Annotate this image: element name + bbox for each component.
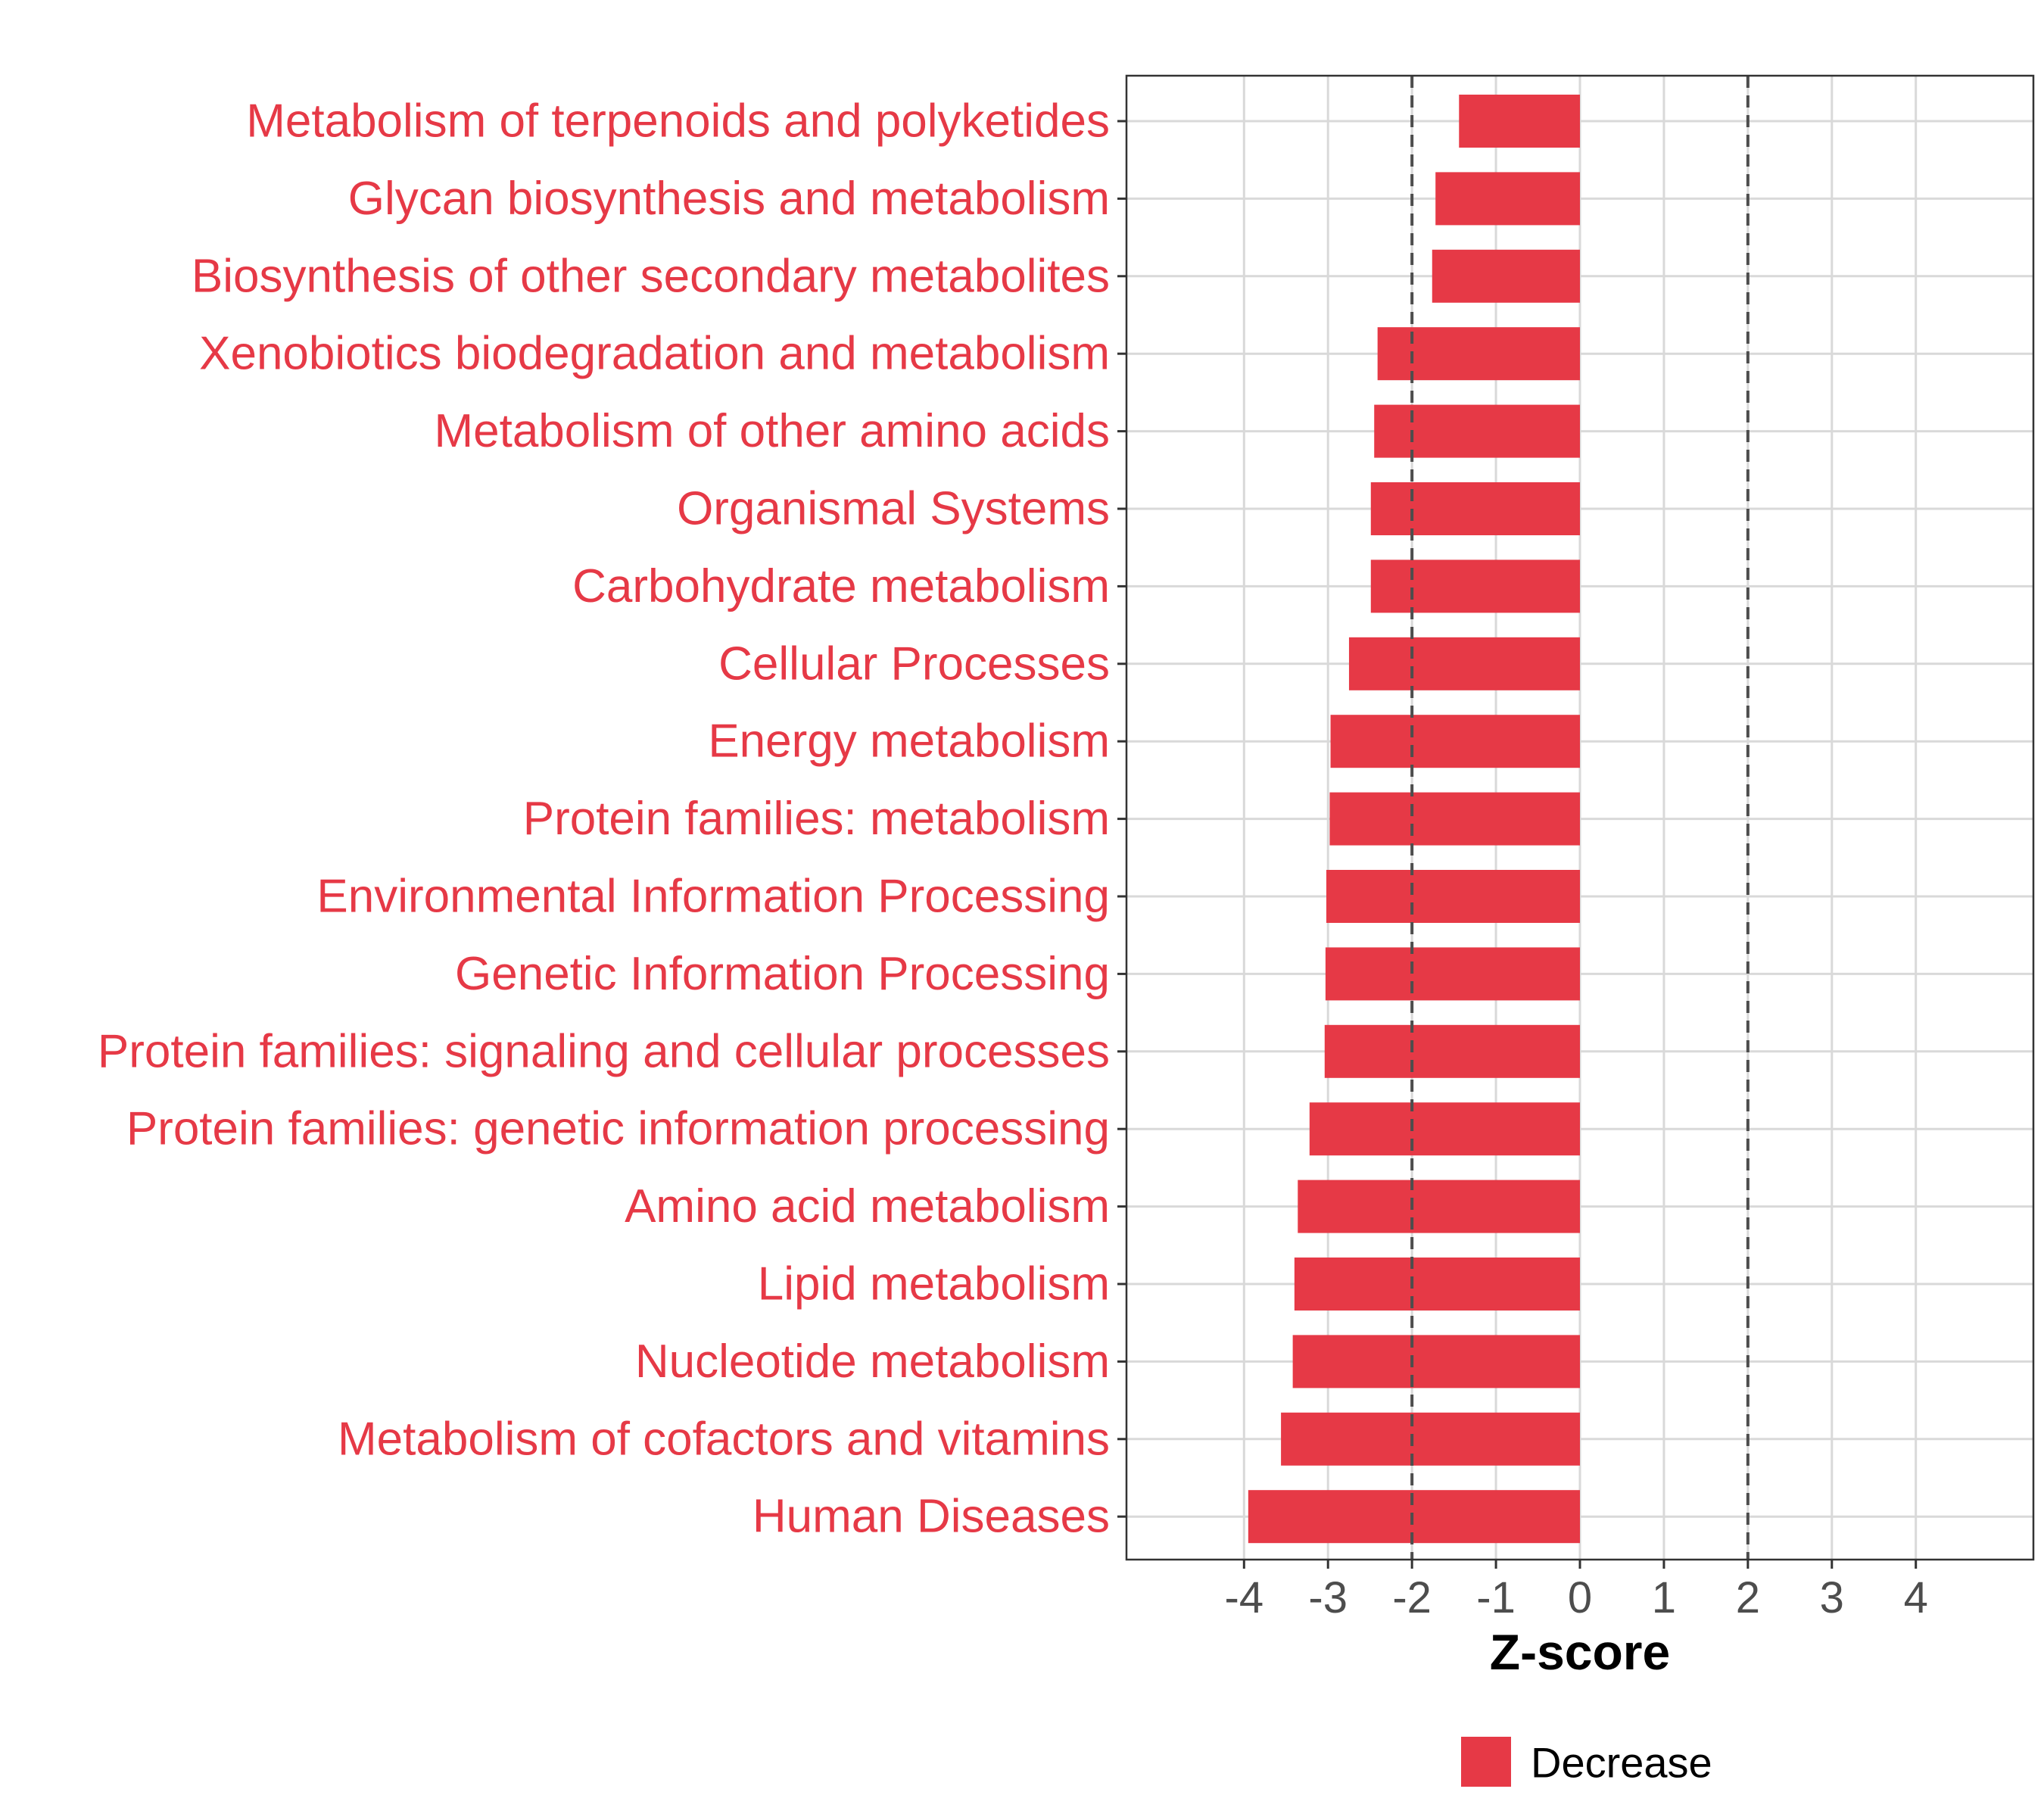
bar: [1298, 1180, 1580, 1233]
category-labels: Metabolism of terpenoids and polyketides…: [98, 95, 1110, 1543]
bar: [1348, 637, 1580, 690]
bar: [1248, 1490, 1580, 1544]
bar: [1370, 559, 1580, 613]
reference-lines: [1410, 76, 1750, 1560]
x-tick-label: 4: [1904, 1573, 1928, 1622]
bar: [1432, 249, 1580, 303]
x-tick-label: 2: [1736, 1573, 1760, 1622]
category-label: Human Diseases: [752, 1491, 1110, 1543]
legend-swatch-decrease: [1461, 1737, 1511, 1787]
bar: [1294, 1258, 1580, 1311]
category-label: Metabolism of cofactors and vitamins: [338, 1413, 1110, 1465]
category-label: Organismal Systems: [677, 483, 1110, 535]
bar: [1324, 1024, 1580, 1078]
bar: [1459, 95, 1580, 148]
bar: [1377, 327, 1580, 381]
category-label: Protein families: genetic information pr…: [126, 1103, 1110, 1155]
category-label: Metabolism of terpenoids and polyketides: [246, 95, 1110, 148]
bar: [1330, 715, 1580, 768]
bar: [1292, 1335, 1580, 1388]
x-axis-title: Z-score: [1490, 1624, 1670, 1680]
x-tick-label: -1: [1476, 1573, 1516, 1622]
x-tick-label: -3: [1308, 1573, 1348, 1622]
category-label: Cellular Processes: [718, 637, 1110, 690]
bar: [1329, 792, 1580, 846]
category-label: Protein families: metabolism: [523, 793, 1110, 845]
category-label: Biosynthesis of other secondary metaboli…: [192, 250, 1110, 302]
category-label: Metabolism of other amino acids: [434, 405, 1110, 457]
legend-label-decrease: Decrease: [1531, 1739, 1712, 1787]
bar: [1281, 1412, 1580, 1466]
bar: [1309, 1102, 1580, 1156]
bar: [1435, 172, 1580, 226]
category-label: Genetic Information Processing: [455, 948, 1110, 1000]
x-tick-label: -2: [1392, 1573, 1432, 1622]
x-tick-label: 1: [1652, 1573, 1676, 1622]
legend: Decrease: [1461, 1737, 1712, 1787]
category-label: Amino acid metabolism: [625, 1180, 1110, 1233]
category-label: Environmental Information Processing: [316, 871, 1110, 923]
category-label: Protein families: signaling and cellular…: [98, 1025, 1110, 1077]
category-label: Nucleotide metabolism: [635, 1335, 1110, 1388]
category-label: Xenobiotics biodegradation and metabolis…: [199, 328, 1110, 380]
bar: [1325, 947, 1580, 1001]
category-label: Energy metabolism: [708, 715, 1110, 768]
bar: [1374, 404, 1580, 458]
y-axis-ticks: [1117, 120, 1126, 1518]
category-label: Carbohydrate metabolism: [572, 560, 1110, 612]
x-tick-label: 3: [1820, 1573, 1844, 1622]
bar: [1370, 482, 1580, 535]
category-label: Glycan biosynthesis and metabolism: [348, 173, 1110, 225]
x-tick-label: 0: [1568, 1573, 1592, 1622]
category-label: Lipid metabolism: [758, 1258, 1110, 1311]
x-axis-ticks: -4 -3 -2 -1 0 1 2 3 4: [1225, 1560, 1928, 1622]
x-tick-label: -4: [1225, 1573, 1264, 1622]
bar: [1326, 870, 1580, 923]
